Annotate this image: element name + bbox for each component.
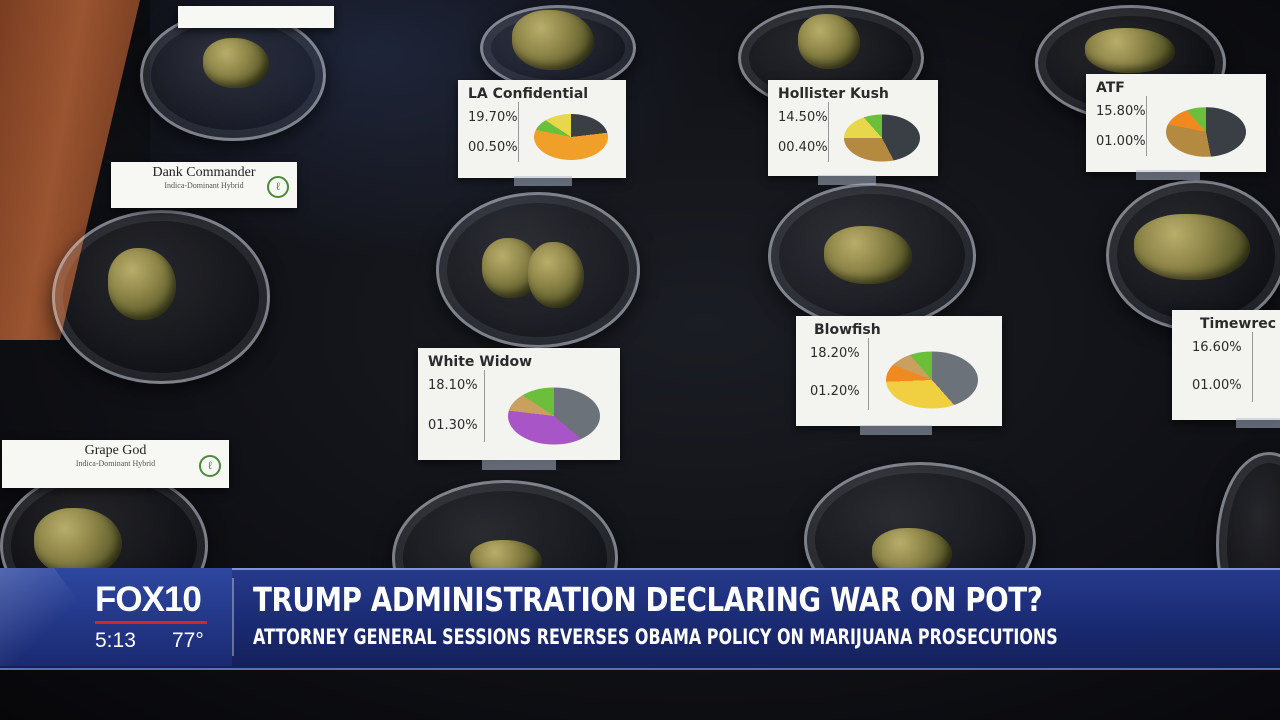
terpene-pie-chart [534,114,608,160]
strain-type: Indica-Dominant Hybrid [164,181,244,190]
strain-name: Grape God [84,443,147,458]
cbd-value: 00.50% [468,140,518,155]
strain-name: Hollister Kush [778,86,889,102]
cannabis-bud [203,38,269,88]
strain-type: Indica-Dominant Hybrid [75,459,156,468]
station-logo: FOX10 [95,580,202,619]
bug-divider [232,578,234,656]
clock-time: 5:13 [95,629,136,652]
cannabis-bud [824,226,912,284]
terpene-pie-chart [1166,107,1246,157]
star-graphic-icon [0,568,90,666]
card-stand [482,460,556,470]
card-stand [1136,170,1200,180]
thc-value: 18.20% [810,346,860,361]
cannabis-bud [528,242,584,308]
cbd-value: 01.00% [1096,134,1146,149]
petri-dish [140,10,326,141]
strain-info-card: Hollister Kush 14.50% 00.40% [768,80,938,176]
leaf-logo-icon: ℓ [199,455,221,477]
strain-info-card: LA Confidential 19.70% 00.50% [458,80,626,178]
strain-name: Blowfish [814,322,881,338]
thc-value: 14.50% [778,110,828,125]
thc-value: 18.10% [428,378,478,393]
terpene-pie-chart [886,351,978,409]
strain-info-card: Blowfish 18.20% 01.20% [796,316,1002,426]
card-stand [514,176,572,186]
strain-name: LA Confidential [468,86,589,102]
leaf-logo-icon: ℓ [267,176,289,198]
strain-info-card: Timewrec 16.60% 01.00% [1172,310,1280,420]
logo-red-bar [95,621,207,624]
cannabis-bud [512,10,594,70]
card-stand [818,175,876,185]
cbd-value: 00.40% [778,140,828,155]
strain-name: Timewrec [1200,316,1277,332]
strain-name: White Widow [428,354,533,370]
cbd-value: 01.00% [1192,378,1242,393]
cannabis-bud [34,508,122,576]
strain-name-card: Dank Commander Indica-Dominant Hybrid ℓ [111,162,297,208]
cannabis-bud [108,248,176,320]
terpene-pie-chart [844,114,920,162]
strain-info-card: ATF 15.80% 01.00% [1086,74,1266,172]
terpene-profile-label [1252,332,1263,402]
strain-name-card [178,6,334,28]
cannabis-bud [1085,28,1175,73]
terpene-profile-label [868,338,879,410]
card-stand [860,425,932,435]
subheadline: ATTORNEY GENERAL SESSIONS REVERSES OBAMA… [253,625,1058,649]
terpene-profile-label [828,102,839,162]
thc-value: 15.80% [1096,104,1146,119]
cbd-value: 01.20% [810,384,860,399]
station-bug: FOX10 5:13 77° [0,568,232,666]
temperature: 77° [172,629,204,652]
terpene-profile-label [518,102,529,162]
strain-name: ATF [1096,80,1125,96]
terpene-pie-chart [508,387,600,445]
cbd-value: 01.30% [428,418,478,433]
strain-name: Dank Commander [152,165,256,180]
cannabis-bud [798,14,860,69]
strain-info-card: White Widow 18.10% 01.30% [418,348,620,460]
terpene-profile-label [1146,96,1157,156]
strain-name-card: Grape God Indica-Dominant Hybrid ℓ [2,440,229,488]
news-lower-third: FOX10 5:13 77° TRUMP ADMINISTRATION DECL… [0,568,1280,670]
thc-value: 19.70% [468,110,518,125]
card-stand [1236,418,1280,428]
headline: TRUMP ADMINISTRATION DECLARING WAR ON PO… [253,580,1043,619]
thc-value: 16.60% [1192,340,1242,355]
cannabis-bud [1134,214,1250,280]
terpene-profile-label [484,370,495,442]
